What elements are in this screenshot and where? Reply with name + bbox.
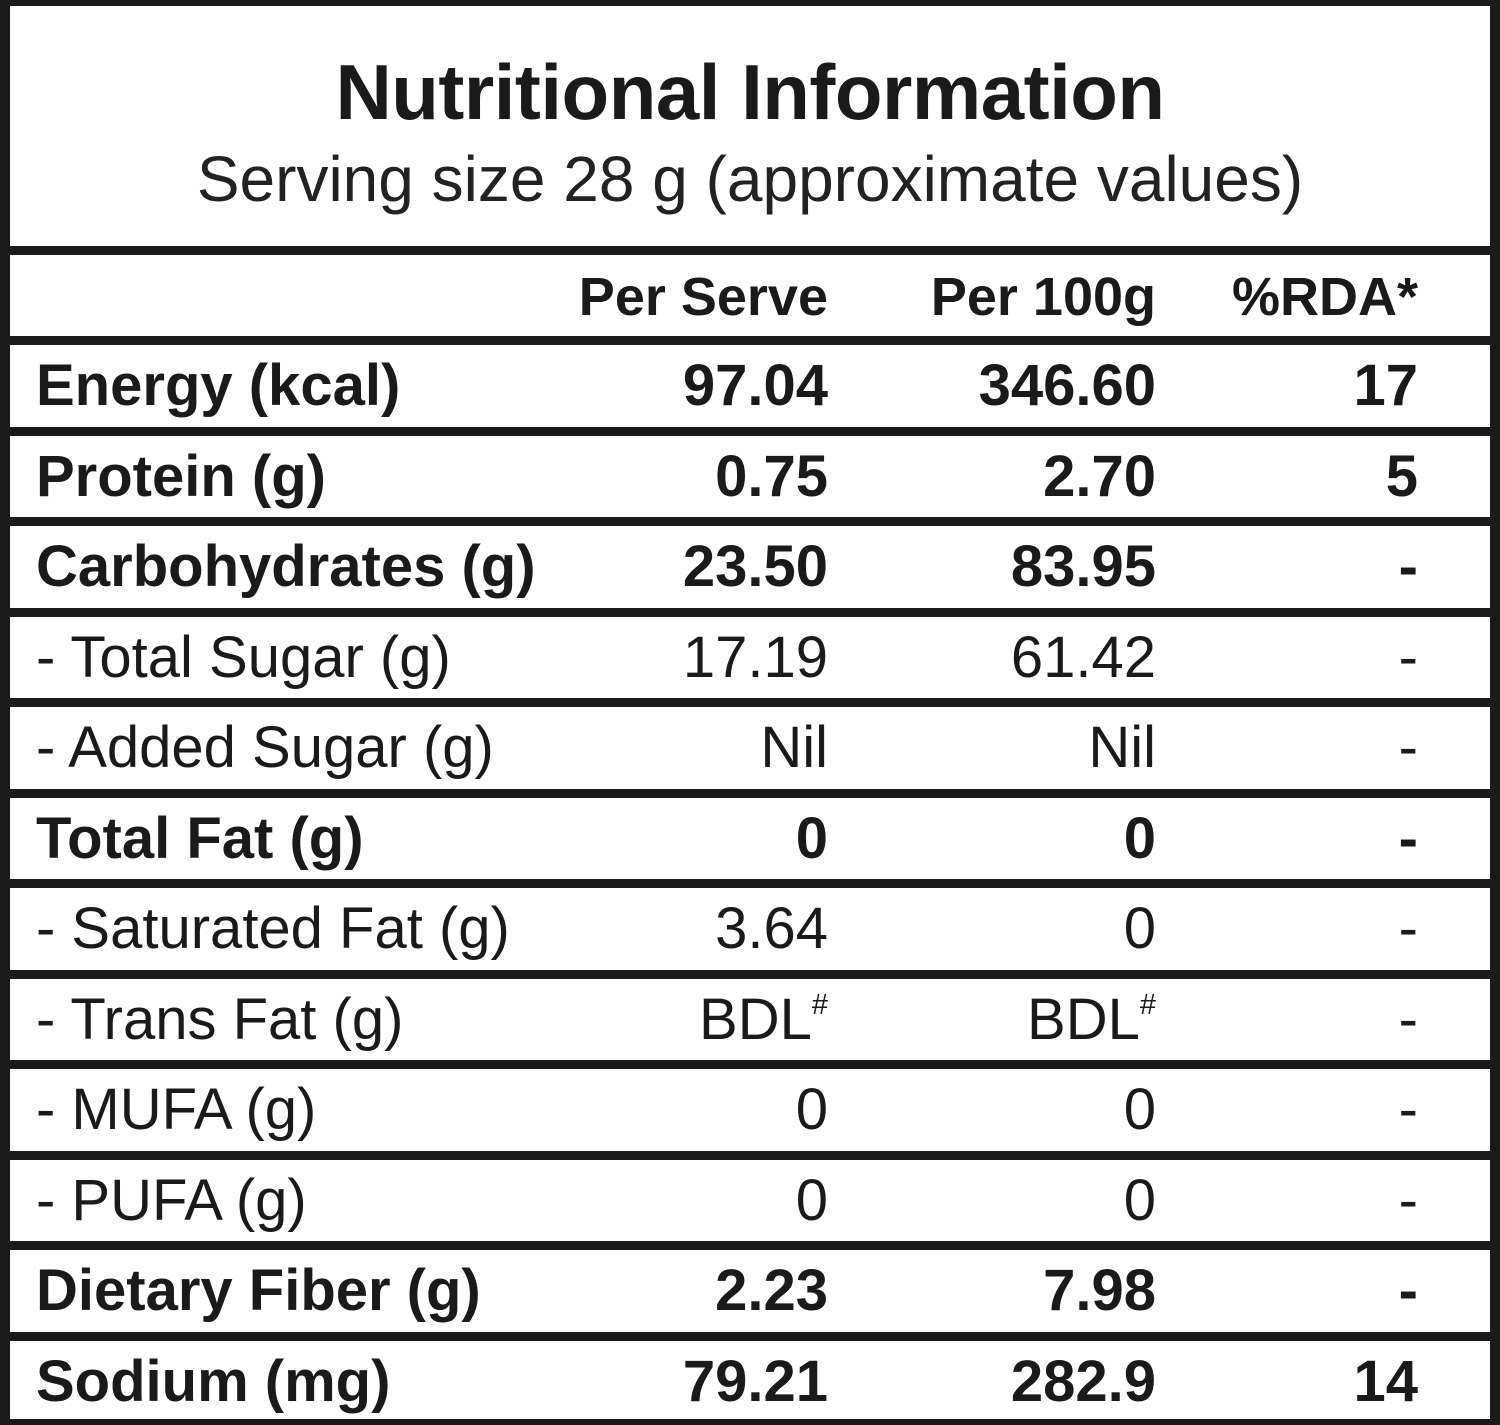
nutrient-row-saturated-fat-g: - Saturated Fat (g) 3.64 0 - [10, 890, 1490, 968]
rda-value: - [1398, 715, 1418, 780]
per-100g-value: 0 [1123, 806, 1156, 871]
per-100g-value: Nil [1088, 715, 1156, 780]
per-serve-value: 97.04 [682, 353, 828, 418]
nutrient-name: - PUFA (g) [36, 1168, 307, 1233]
rda-value: - [1398, 896, 1418, 961]
per-serve-value: 0 [795, 806, 828, 871]
per-serve-value: 0 [795, 1077, 828, 1142]
nutrient-row-total-fat-g: Total Fat (g) 0 0 - [10, 800, 1490, 878]
divider [10, 336, 1490, 345]
per-100g-value: 0 [1123, 1168, 1156, 1233]
per-100g-value: 282.9 [1010, 1349, 1156, 1414]
nutrient-name: - Saturated Fat (g) [36, 896, 510, 961]
label-header: Nutritional Information Serving size 28 … [10, 6, 1490, 246]
per-serve-value: Nil [760, 715, 828, 780]
rda-value: - [1398, 534, 1418, 599]
rda-value: 5 [1385, 444, 1418, 509]
per-serve-value: 79.21 [682, 1349, 828, 1414]
nutrient-row-mufa-g: - MUFA (g) 0 0 - [10, 1071, 1490, 1149]
per-100g-value: 61.42 [1010, 625, 1156, 690]
per-serve-value: 0.75 [715, 444, 828, 509]
per-100g-value: 7.98 [1043, 1258, 1156, 1323]
nutrient-name: - Added Sugar (g) [36, 715, 494, 780]
rda-value: - [1398, 1077, 1418, 1142]
per-100g-value: 0 [1123, 896, 1156, 961]
per-serve-value: 17.19 [682, 625, 828, 690]
per-100g-value: 2.70 [1043, 444, 1156, 509]
per-serve-value: BDL# [699, 987, 828, 1052]
per-100g-value: 0 [1123, 1077, 1156, 1142]
divider [10, 970, 1490, 979]
column-header-row: Per Serve Per 100g %RDA* [10, 258, 1490, 336]
divider [10, 1332, 1490, 1341]
divider [10, 698, 1490, 707]
divider [10, 427, 1490, 436]
divider [10, 789, 1490, 798]
per-serve-value: 2.23 [715, 1258, 828, 1323]
divider [10, 879, 1490, 888]
per-100g-value: 346.60 [978, 353, 1156, 418]
rda-value: - [1398, 1168, 1418, 1233]
nutrient-row-trans-fat-g: - Trans Fat (g) BDL# BDL# - [10, 981, 1490, 1059]
rda-value: - [1398, 806, 1418, 871]
nutrient-row-protein-g: Protein (g) 0.75 2.70 5 [10, 438, 1490, 516]
nutrient-name: Total Fat (g) [36, 806, 364, 871]
nutrient-name: - Total Sugar (g) [36, 625, 451, 690]
rda-value: - [1398, 987, 1418, 1052]
nutrient-row-sodium-mg: Sodium (mg) 79.21 282.9 14 [10, 1343, 1490, 1421]
rda-value: 17 [1353, 353, 1418, 418]
divider [10, 517, 1490, 526]
rda-value: 14 [1353, 1349, 1418, 1414]
per-serve-value: 23.50 [682, 534, 828, 599]
per-100g-value: 83.95 [1010, 534, 1156, 599]
nutrient-name: Energy (kcal) [36, 353, 401, 418]
divider [10, 1060, 1490, 1069]
nutrient-row-total-sugar-g: - Total Sugar (g) 17.19 61.42 - [10, 619, 1490, 697]
label-title: Nutritional Information [335, 48, 1165, 136]
footnote-mark: # [811, 989, 828, 1022]
nutrient-name: Carbohydrates (g) [36, 534, 536, 599]
column-header-per-serve: Per Serve [578, 267, 828, 327]
divider [10, 1151, 1490, 1160]
nutrient-name: - MUFA (g) [36, 1077, 317, 1142]
serving-size: Serving size 28 g (approximate values) [196, 143, 1304, 215]
divider [10, 246, 1490, 255]
nutrient-name: - Trans Fat (g) [36, 987, 404, 1052]
column-header-rda: %RDA* [1231, 267, 1418, 327]
nutrient-name: Dietary Fiber (g) [36, 1258, 481, 1323]
footnote-mark: # [1139, 989, 1156, 1022]
nutrient-row-added-sugar-g: - Added Sugar (g) Nil Nil - [10, 709, 1490, 787]
nutrient-row-dietary-fiber-g: Dietary Fiber (g) 2.23 7.98 - [10, 1252, 1490, 1330]
per-serve-value: 3.64 [715, 896, 828, 961]
per-serve-value: 0 [795, 1168, 828, 1233]
divider [10, 1241, 1490, 1250]
per-100g-value: BDL# [1027, 987, 1156, 1052]
nutrient-name: Sodium (mg) [36, 1349, 391, 1414]
nutrient-row-energy-kcal: Energy (kcal) 97.04 346.60 17 [10, 347, 1490, 425]
nutrient-row-pufa-g: - PUFA (g) 0 0 - [10, 1162, 1490, 1240]
divider [10, 608, 1490, 617]
nutrient-row-carbohydrates-g: Carbohydrates (g) 23.50 83.95 - [10, 528, 1490, 606]
nutrient-name: Protein (g) [36, 444, 326, 509]
rda-value: - [1398, 1258, 1418, 1323]
rda-value: - [1398, 625, 1418, 690]
column-header-per-100g: Per 100g [930, 267, 1156, 327]
